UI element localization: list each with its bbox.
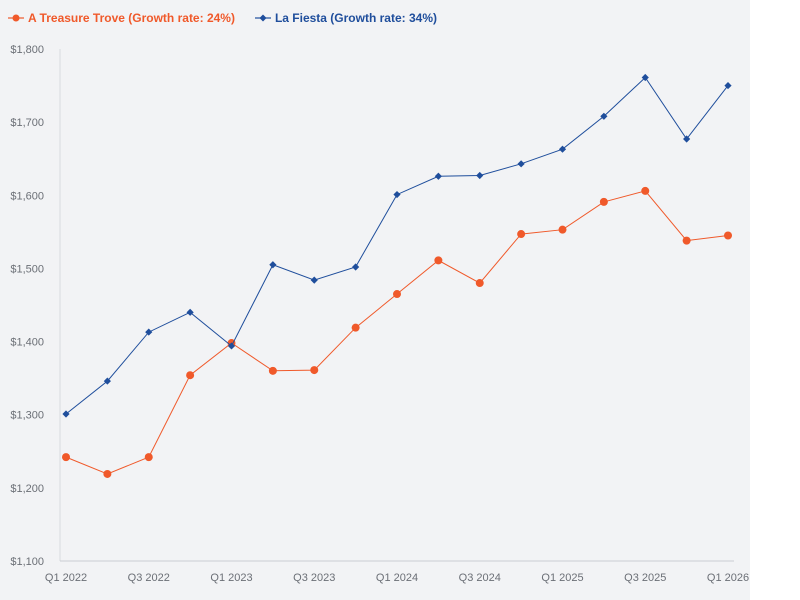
data-point-0[interactable] [475,279,484,288]
data-point-1[interactable] [393,190,401,199]
data-point-1[interactable] [724,81,732,90]
data-point-1[interactable] [683,135,691,143]
data-point-1[interactable] [269,261,277,269]
legend-marker-circle-icon [8,14,24,22]
data-point-0[interactable] [351,323,360,332]
data-point-1[interactable] [186,308,194,316]
legend-marker-diamond-icon [254,14,271,22]
data-point-0[interactable] [268,366,277,375]
legend-circle-marker [12,14,20,22]
y-tick-label: $1,500 [10,263,44,275]
y-tick-label: $1,400 [10,337,44,349]
data-point-1[interactable] [310,276,318,284]
data-point-1[interactable] [600,112,608,120]
y-tick-label: $1,700 [10,117,44,129]
series-line-0 [65,190,729,475]
data-point-1[interactable] [558,145,567,153]
x-tick-label: Q3 2023 [293,572,335,584]
x-tick-label: Q3 2024 [459,572,501,584]
chart-panel [0,0,750,600]
x-tick-label: Q1 2024 [376,572,418,584]
legend: A Treasure Trove (Growth rate: 24%) La F… [8,9,437,27]
x-tick-label: Q3 2022 [128,572,170,584]
x-tick-label: Q1 2025 [541,572,583,584]
x-tick-label: Q1 2026 [707,572,749,584]
data-point-1[interactable] [103,377,111,385]
data-point-1[interactable] [62,410,70,418]
legend-diamond-marker [259,14,267,22]
x-tick-label: Q3 2025 [624,572,666,584]
data-point-0[interactable] [682,236,691,245]
data-point-0[interactable] [517,230,526,239]
data-point-0[interactable] [434,256,443,265]
series-line-1 [65,76,729,415]
data-point-1[interactable] [145,328,153,336]
legend-item-treasure-trove[interactable]: A Treasure Trove (Growth rate: 24%) [8,11,235,25]
legend-label-treasure-trove: A Treasure Trove (Growth rate: 24%) [28,11,235,25]
data-point-0[interactable] [62,453,70,462]
data-point-0[interactable] [641,186,650,195]
data-point-0[interactable] [599,197,608,206]
data-point-0[interactable] [393,290,401,299]
data-point-0[interactable] [724,231,732,240]
x-tick-label: Q1 2022 [45,572,87,584]
data-point-0[interactable] [144,453,153,462]
y-tick-label: $1,800 [10,44,44,56]
y-tick-label: $1,200 [10,483,44,495]
y-tick-label: $1,100 [10,556,44,568]
data-point-1[interactable] [517,160,525,168]
y-tick-label: $1,300 [10,410,44,422]
data-point-0[interactable] [310,366,319,375]
data-point-1[interactable] [476,171,484,180]
data-point-1[interactable] [434,172,442,180]
data-point-0[interactable] [103,469,112,478]
data-point-1[interactable] [227,342,236,350]
data-point-1[interactable] [641,73,649,82]
data-point-0[interactable] [186,371,195,380]
data-point-1[interactable] [352,263,360,271]
x-tick-label: Q1 2023 [210,572,252,584]
y-tick-label: $1,600 [10,190,44,202]
legend-item-la-fiesta[interactable]: La Fiesta (Growth rate: 34%) [254,11,437,25]
legend-label-la-fiesta: La Fiesta (Growth rate: 34%) [274,11,437,25]
data-point-0[interactable] [558,225,567,234]
